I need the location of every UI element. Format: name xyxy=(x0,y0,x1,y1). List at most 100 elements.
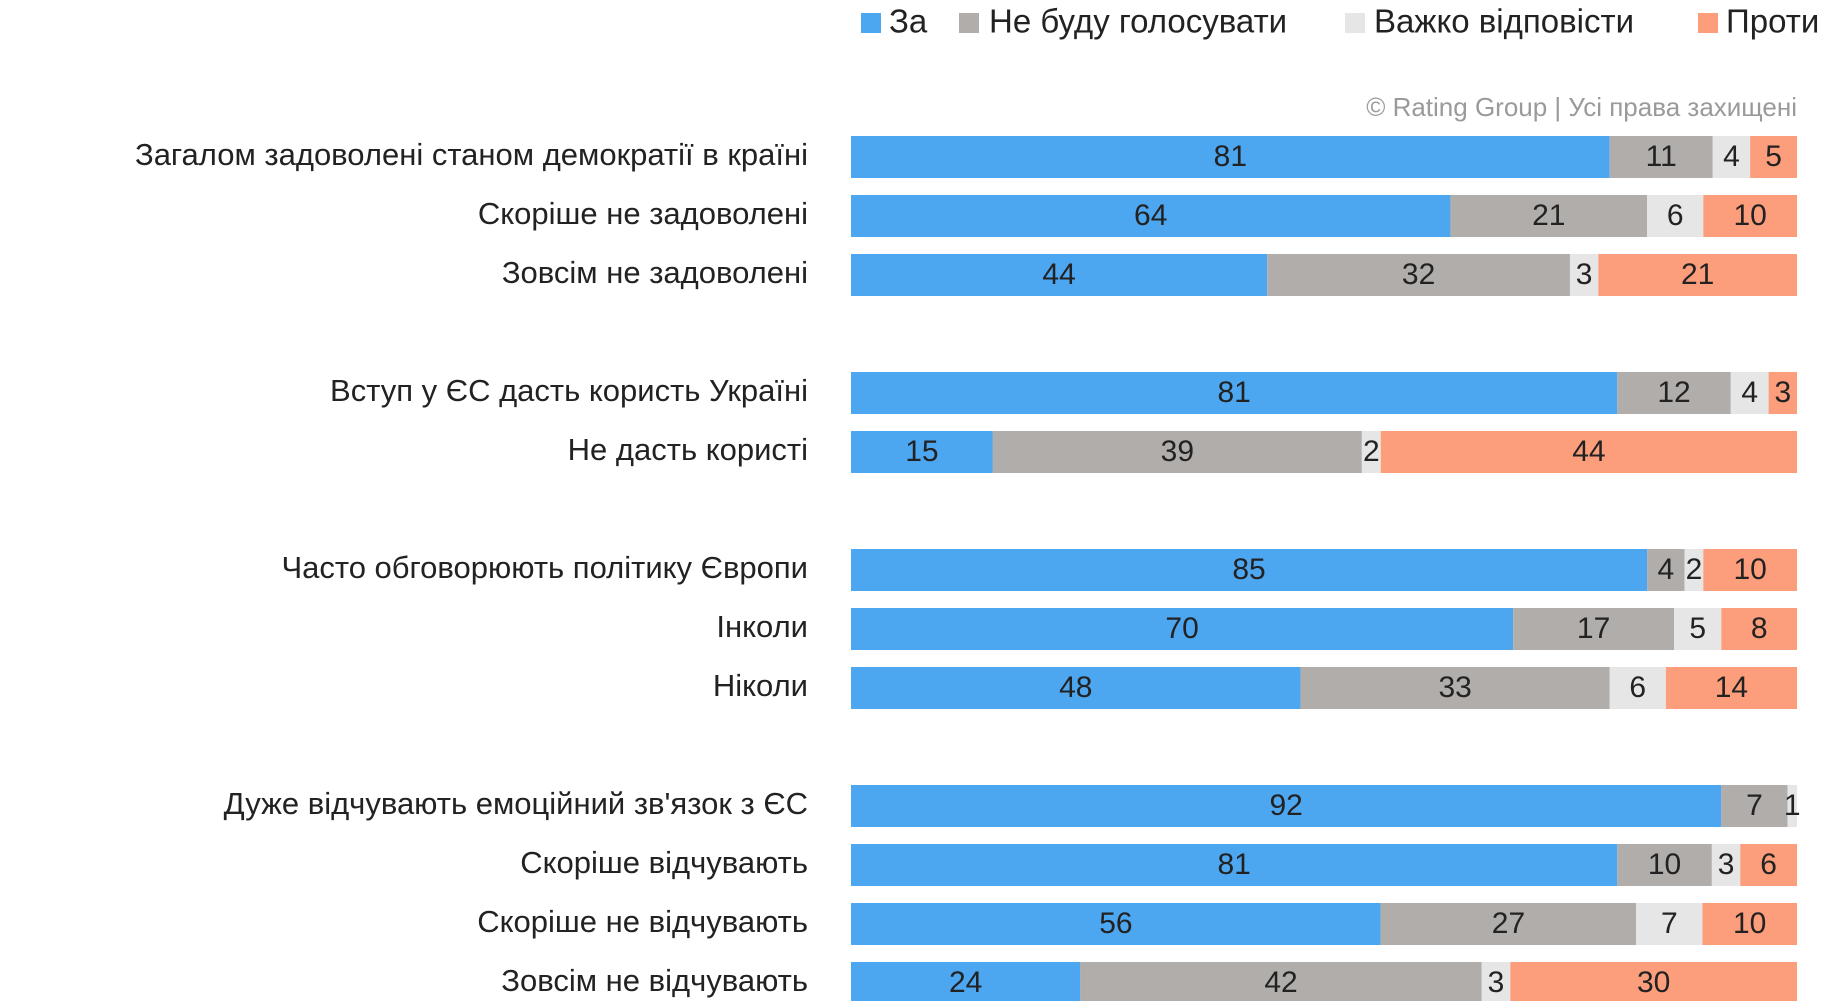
category-label: Скоріше не задоволені xyxy=(478,196,808,231)
bar-segment xyxy=(1721,785,1788,827)
value-label: 24 xyxy=(949,966,982,999)
bar-segment xyxy=(1513,608,1675,650)
category-label: Скоріше відчувають xyxy=(520,845,808,880)
value-label: 11 xyxy=(1646,140,1677,173)
bar-segment xyxy=(1636,903,1703,945)
bar-segment xyxy=(851,195,1451,237)
bar-segment xyxy=(1609,136,1713,178)
bar-segment xyxy=(1721,608,1797,650)
bar-segment xyxy=(851,844,1618,886)
legend-swatch xyxy=(861,13,881,33)
value-label: 3 xyxy=(1718,848,1735,881)
bar-segment xyxy=(1647,195,1704,237)
value-label: 4 xyxy=(1658,553,1675,586)
value-label: 3 xyxy=(1576,258,1593,291)
bar-segment xyxy=(1703,195,1797,237)
legend-label: Важко відповісти xyxy=(1374,3,1634,40)
value-label: 33 xyxy=(1438,671,1471,704)
value-label: 1 xyxy=(1784,789,1801,822)
bar-segment xyxy=(1481,962,1511,1001)
bar-segment xyxy=(1684,549,1704,591)
bar-segment xyxy=(1569,254,1599,296)
source: © Rating Group | Усі права захищені xyxy=(1366,92,1797,122)
value-label: 14 xyxy=(1715,671,1748,704)
value-label: 4 xyxy=(1741,376,1758,409)
value-label: 12 xyxy=(1657,376,1690,409)
bar-segment xyxy=(851,962,1081,1001)
value-label: 5 xyxy=(1765,140,1782,173)
value-label: 21 xyxy=(1532,199,1565,232)
bar-segment xyxy=(851,549,1648,591)
category-label: Дуже відчувають емоційний зв'язок з ЄС xyxy=(224,786,808,821)
bar-segment xyxy=(1768,372,1797,414)
value-label: 7 xyxy=(1746,789,1763,822)
value-label: 6 xyxy=(1760,848,1777,881)
bar-segment xyxy=(1730,372,1769,414)
bar-segment xyxy=(1647,549,1685,591)
bar-segment xyxy=(992,431,1362,473)
bar-segment xyxy=(851,785,1722,827)
value-label: 85 xyxy=(1232,553,1265,586)
legend-swatch xyxy=(1345,13,1365,33)
bar-segment xyxy=(1300,667,1610,709)
bar-segment xyxy=(1609,667,1666,709)
value-label: 5 xyxy=(1689,612,1706,645)
category-label: Ніколи xyxy=(713,668,808,703)
value-label: 10 xyxy=(1648,848,1681,881)
bar-segment xyxy=(1080,962,1482,1001)
bar-segment xyxy=(851,608,1514,650)
value-label: 39 xyxy=(1161,435,1194,468)
category-label: Зовсім не відчувають xyxy=(501,963,808,998)
category-label: Вступ у ЄС дасть користь Україні xyxy=(330,373,808,408)
bar-segment xyxy=(1510,962,1797,1001)
value-label: 2 xyxy=(1363,435,1380,468)
bar-segment xyxy=(1703,549,1797,591)
value-label: 27 xyxy=(1492,907,1525,940)
bar-segment xyxy=(1750,136,1797,178)
bar-segment xyxy=(1665,667,1797,709)
bar-segment xyxy=(1361,431,1381,473)
bar-segment xyxy=(851,903,1381,945)
bar-segment xyxy=(851,254,1268,296)
bar-segment xyxy=(851,667,1301,709)
value-label: 2 xyxy=(1686,553,1703,586)
bar-segment xyxy=(1787,785,1797,827)
legend-label: Не буду голосувати xyxy=(989,3,1287,40)
bar-segment xyxy=(1267,254,1570,296)
value-label: 21 xyxy=(1681,258,1714,291)
value-label: 10 xyxy=(1733,199,1766,232)
category-label: Інколи xyxy=(716,609,808,644)
value-label: 81 xyxy=(1217,376,1250,409)
value-label: 4 xyxy=(1723,140,1740,173)
value-label: 48 xyxy=(1059,671,1092,704)
bar-segment xyxy=(1674,608,1722,650)
bar-segment xyxy=(1380,431,1797,473)
bar-segment xyxy=(1711,844,1741,886)
bar-segment xyxy=(1598,254,1797,296)
bar-segment xyxy=(1740,844,1797,886)
value-label: 30 xyxy=(1637,966,1670,999)
category-label: Загалом задоволені станом демократії в к… xyxy=(135,137,808,172)
bar-segment xyxy=(1702,903,1797,945)
value-label: 3 xyxy=(1774,376,1791,409)
bar-segment xyxy=(851,136,1610,178)
legend-label: Проти xyxy=(1726,3,1819,40)
category-label: Не дасть користі xyxy=(568,432,808,467)
value-label: 70 xyxy=(1165,612,1198,645)
value-label: 92 xyxy=(1269,789,1302,822)
value-label: 15 xyxy=(905,435,938,468)
value-label: 6 xyxy=(1629,671,1646,704)
legend-swatch xyxy=(959,13,979,33)
value-label: 81 xyxy=(1217,848,1250,881)
value-label: 10 xyxy=(1733,907,1766,940)
legend-swatch xyxy=(1698,13,1718,33)
value-label: 10 xyxy=(1733,553,1766,586)
value-label: 44 xyxy=(1572,435,1605,468)
category-label: Часто обговорюють політику Європи xyxy=(281,550,808,585)
value-label: 17 xyxy=(1577,612,1610,645)
value-label: 8 xyxy=(1751,612,1768,645)
bar-segment xyxy=(1380,903,1637,945)
value-label: 56 xyxy=(1099,907,1132,940)
value-label: 81 xyxy=(1214,140,1247,173)
